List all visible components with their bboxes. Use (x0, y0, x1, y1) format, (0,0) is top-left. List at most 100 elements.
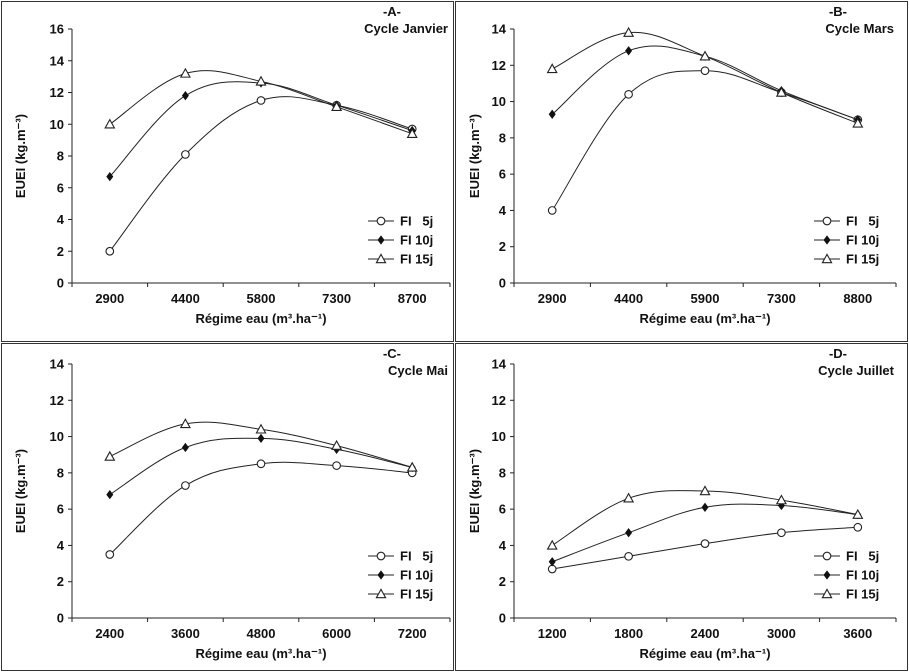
legend-label: FI 10j (400, 568, 433, 583)
data-point (406, 461, 418, 472)
legend-marker (376, 551, 386, 561)
legend-marker (822, 551, 832, 561)
y-tick-label: 10 (492, 94, 506, 109)
y-tick-label: 12 (50, 85, 64, 100)
chart-d: 0 2 4 6 8 10 12 14 1200 1800 2400 3000 3600 Régime ea… (467, 346, 897, 661)
panel-a: 0 2 4 6 8 10 12 14 16 2900 4400 5800 7300 8700 Régime … (1, 1, 454, 342)
y-tick-label: 6 (57, 180, 64, 195)
y-tick-label: 8 (57, 465, 64, 480)
x-tick-label: 7300 (767, 291, 796, 306)
data-point (181, 442, 189, 453)
y-tick-label: 8 (499, 465, 506, 480)
y-tick-label: 14 (492, 22, 507, 37)
y-tick-label: 8 (499, 130, 506, 145)
data-point (625, 46, 633, 56)
panel-label: -B- (829, 4, 847, 19)
chart-b: 0 2 4 6 8 10 12 14 2900 4400 5900 7300 8800 Régime ea… (467, 4, 897, 326)
data-point (255, 423, 267, 434)
data-point (181, 150, 190, 159)
series-line (109, 96, 413, 252)
x-tick-label: 7300 (322, 291, 351, 306)
panel-title: Cycle Janvier (364, 21, 448, 36)
legend-label: FI 10j (846, 233, 879, 248)
data-point (775, 86, 787, 97)
data-point (181, 91, 189, 101)
data-point (624, 89, 633, 99)
series-line (552, 503, 858, 563)
legend-marker (823, 235, 831, 245)
legend-label: FI 15j (846, 587, 879, 602)
legend-marker (375, 588, 387, 599)
data-point (623, 492, 635, 503)
x-axis-title: Régime eau (m³.ha⁻¹) (639, 311, 770, 326)
panel-label: -A- (383, 4, 401, 19)
data-point (699, 485, 711, 496)
legend-label: FI 5j (846, 214, 879, 229)
x-axis-title: Régime eau (m³.ha⁻¹) (195, 311, 326, 326)
legend-label: FI 15j (400, 587, 433, 602)
y-tick-label: 0 (499, 611, 506, 626)
y-tick-label: 2 (499, 239, 506, 254)
panel-title: Cycle Mai (388, 363, 448, 378)
panel-d: 0 2 4 6 8 10 12 14 1200 1800 2400 3000 3600 Régime ea… (455, 343, 908, 671)
legend-marker (821, 588, 833, 599)
y-axis-title: EUEI (kg.m⁻³) (467, 449, 482, 533)
x-axis-title: Régime eau (m³.ha⁻¹) (195, 646, 326, 661)
data-point (256, 459, 266, 469)
data-point (699, 50, 711, 61)
legend-marker (377, 235, 385, 245)
series-line (551, 70, 858, 211)
legend-marker (377, 570, 385, 580)
x-tick-label: 5900 (691, 291, 720, 306)
chart-a: 0 2 4 6 8 10 12 14 16 2900 4400 5800 7300 8700 Régime … (13, 4, 451, 326)
data-point (623, 26, 635, 37)
data-point (777, 528, 786, 538)
y-tick-label: 6 (499, 167, 506, 182)
data-point (853, 522, 863, 532)
legend-label: FI 5j (400, 549, 433, 564)
x-tick-label: 3000 (767, 626, 796, 641)
x-tick-label: 2400 (95, 626, 124, 641)
legend-label: FI 5j (846, 549, 879, 564)
y-axis-title: EUEI (kg.m⁻³) (13, 449, 28, 533)
data-point (181, 481, 190, 490)
legend-marker (822, 216, 832, 226)
data-point (106, 489, 114, 500)
y-tick-label: 4 (57, 212, 65, 227)
panel-label: -D- (829, 346, 847, 361)
y-tick-label: 4 (57, 538, 65, 553)
data-point (179, 418, 191, 429)
y-tick-label: 8 (57, 149, 64, 164)
y-tick-label: 12 (50, 393, 64, 408)
series-line (552, 526, 858, 570)
y-tick-label: 4 (499, 538, 507, 553)
data-point (331, 101, 343, 112)
x-tick-label: 4800 (247, 626, 276, 641)
y-tick-label: 6 (499, 502, 506, 517)
data-point (700, 66, 710, 76)
panel-title: Cycle Mars (825, 21, 894, 36)
x-tick-label: 8700 (398, 291, 427, 306)
legend-marker (375, 253, 387, 264)
x-tick-label: 4400 (171, 291, 200, 306)
legend-marker (823, 570, 831, 580)
y-tick-label: 2 (57, 574, 64, 589)
y-tick-label: 12 (492, 58, 506, 73)
data-point (624, 551, 633, 561)
legend-label: FI 5j (400, 214, 433, 229)
legend-marker (821, 253, 833, 264)
y-tick-label: 12 (492, 393, 506, 408)
data-point (548, 109, 556, 119)
series-line (109, 81, 413, 177)
data-point (332, 461, 341, 470)
data-point (701, 502, 709, 512)
x-axis-title: Régime eau (m³.ha⁻¹) (639, 646, 770, 661)
data-point (255, 75, 267, 86)
data-point (257, 433, 265, 444)
x-tick-label: 6000 (322, 626, 351, 641)
y-tick-label: 14 (492, 357, 507, 372)
x-tick-label: 4400 (614, 291, 643, 306)
x-tick-label: 2900 (538, 291, 567, 306)
data-point (548, 557, 556, 567)
